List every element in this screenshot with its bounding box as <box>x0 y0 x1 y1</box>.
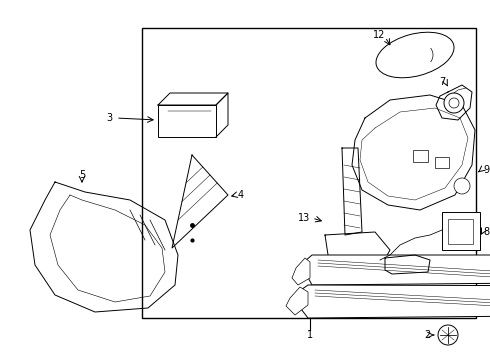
Polygon shape <box>304 255 490 285</box>
Circle shape <box>444 93 464 113</box>
Text: 8: 8 <box>483 227 489 237</box>
Bar <box>435 157 449 168</box>
Bar <box>442 212 480 250</box>
Bar <box>413 150 428 162</box>
Circle shape <box>438 325 458 345</box>
Text: 2: 2 <box>424 330 430 340</box>
Polygon shape <box>292 258 310 285</box>
Text: 3: 3 <box>106 113 112 123</box>
Text: 7: 7 <box>439 77 445 87</box>
Text: 9: 9 <box>483 165 489 175</box>
Text: 6: 6 <box>443 259 449 269</box>
Text: 4: 4 <box>238 190 244 200</box>
Text: 5: 5 <box>79 170 85 180</box>
Bar <box>158 105 216 137</box>
Ellipse shape <box>376 32 454 78</box>
Bar <box>448 219 473 244</box>
Circle shape <box>454 178 470 194</box>
Text: 13: 13 <box>298 213 310 223</box>
Circle shape <box>449 98 459 108</box>
Text: 12: 12 <box>372 30 385 40</box>
Text: 1: 1 <box>307 330 313 340</box>
Bar <box>142 28 476 318</box>
Polygon shape <box>286 287 308 315</box>
Polygon shape <box>298 285 490 318</box>
